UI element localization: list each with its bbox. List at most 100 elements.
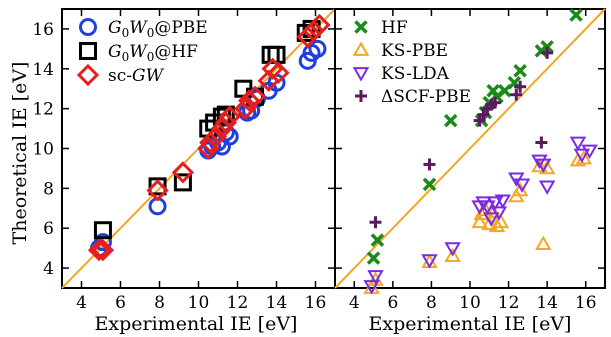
y-tick-label: 16 [32,20,54,40]
y-tick-label: 14 [32,60,54,80]
x-tick-label: 6 [115,293,126,313]
data-point [486,196,504,211]
data-point [243,85,267,108]
data-point [531,154,548,169]
x-tick-label: 12 [227,293,249,313]
x-tick-label: 12 [498,293,520,313]
data-point [91,239,115,262]
data-point [93,221,112,240]
data-point [214,111,237,134]
y-tick-label: 4 [43,259,54,279]
data-point [535,235,552,251]
x-tick-label: 16 [305,293,327,313]
legend-marker [79,42,97,60]
legend-label: sc-GW [108,66,165,86]
data-point [87,239,111,262]
y-tick-label: 10 [32,140,54,160]
data-point [538,159,556,175]
legend-label: G0W0@HF [108,42,198,64]
legend-marker [352,67,370,82]
data-point [573,148,591,163]
series-2 [87,13,331,262]
x-tick-label: 8 [154,293,165,313]
data-point [370,233,385,247]
data-point [422,177,437,192]
series-3 [369,46,554,229]
data-point [538,180,556,195]
legend-label: KS-LDA [381,64,450,84]
data-point [581,144,598,160]
data-point [369,216,382,229]
legend-label: ΔSCF-PBE [381,87,471,107]
data-point [513,64,527,78]
data-point [569,136,587,152]
data-point [513,178,531,193]
x-tick-label: 10 [459,293,481,313]
data-point [423,158,436,171]
x-tick-label: 10 [188,293,210,313]
x-axis-label-left: Experimental IE [eV] [95,313,298,335]
right-panel: 4 6 8 10 12 14 16 HF KS-PBE KS-LDA ΔSCF-PBE [334,8,606,313]
y-axis-label: Theoretical IE [eV] [9,62,31,245]
x-tick-label: 4 [76,293,87,313]
data-point [444,242,461,257]
data-point [514,80,527,93]
data-point [148,177,167,196]
legend-marker [79,18,97,36]
legend-label: HF [381,18,408,38]
data-point [510,88,523,101]
diagonal-line [334,8,606,289]
data-point [531,157,548,173]
data-point [238,89,261,112]
left-panel: 4 6 8 10 12 14 16 4 6 8 10 12 14 16 G0W0@PBEG0W0@HFsc-… [32,8,336,313]
data-point [93,233,112,252]
data-point [479,200,496,215]
data-point [302,19,325,43]
data-point [308,13,331,37]
data-point [471,213,488,229]
legend-marker [354,20,368,34]
data-point [267,61,290,84]
legend: HF KS-PBE KS-LDA ΔSCF-PBE [352,18,471,107]
data-point [482,212,500,227]
data-point [484,203,502,219]
data-point [443,113,458,128]
data-point [363,280,380,295]
data-point [569,8,583,22]
data-point [218,105,241,128]
data-point [541,46,554,59]
series-2 [363,136,598,295]
data-point [444,247,461,262]
x-tick-label: 8 [426,293,437,313]
data-point [421,254,438,269]
y-tick-label: 8 [43,179,54,199]
x-tick-label: 4 [349,293,360,313]
data-point [171,161,195,184]
data-point [494,194,512,209]
legend-marker [76,63,100,87]
data-point [488,217,506,233]
x-tick-label: 14 [266,293,288,313]
data-point [204,125,228,148]
data-point [535,136,548,149]
series-0 [366,8,583,265]
data-point [366,251,381,265]
y-tick-label: 6 [43,219,54,239]
data-point [475,196,492,211]
x-tick-label: 16 [575,293,597,313]
x-axis-label-right: Experimental IE [eV] [369,313,572,335]
y-tick-label: 12 [32,100,54,120]
legend-label: KS-PBE [381,41,448,61]
data-point [490,206,508,221]
data-point [489,96,502,109]
data-point [367,270,384,285]
data-point [199,131,222,154]
legend-marker [352,41,370,56]
data-point [492,213,510,229]
data-point [308,39,327,58]
x-tick-label: 6 [387,293,398,313]
x-tick-label: 14 [536,293,558,313]
data-point [535,158,552,173]
